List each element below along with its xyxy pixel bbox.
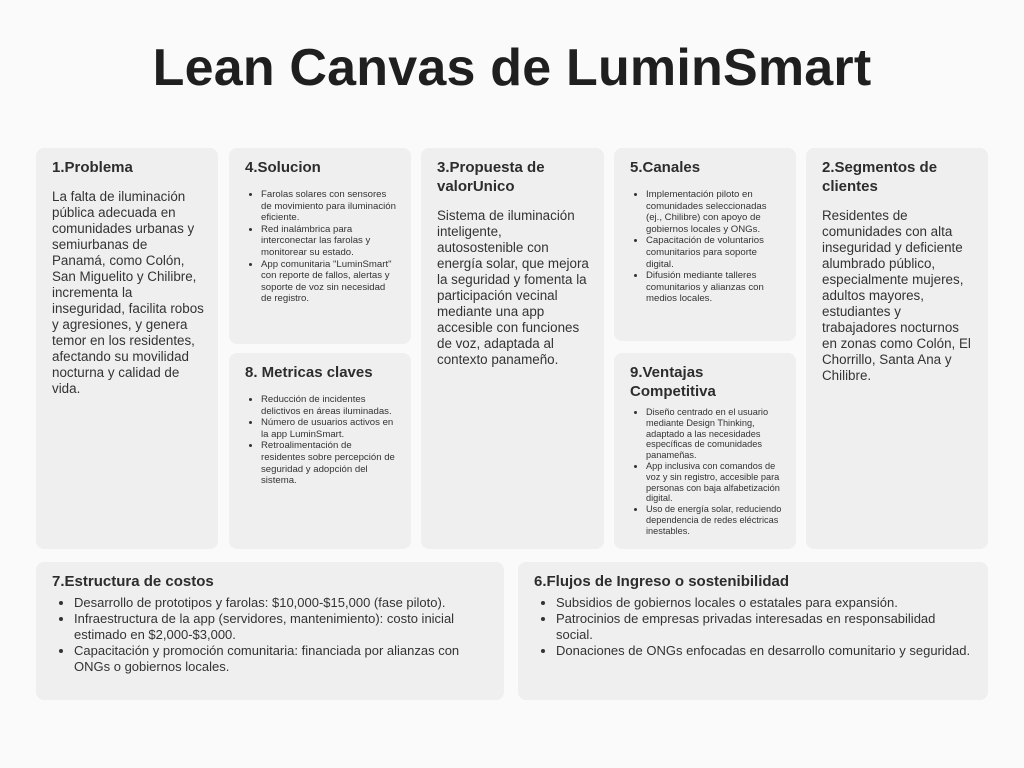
ventajas-heading: 9.Ventajas Competitiva — [630, 364, 716, 400]
ingresos-card: 6.Flujos de Ingreso o sostenibilidad Sub… — [518, 562, 988, 700]
list-item: Número de usuarios activos en la app Lum… — [261, 417, 397, 440]
costos-card: 7.Estructura de costos Desarrollo de pro… — [36, 562, 504, 700]
metricas-list: Reducción de incidentes delictivos en ár… — [245, 394, 397, 487]
list-item: Subsidios de gobiernos locales o estatal… — [556, 595, 974, 611]
problema-text: La falta de iluminación pública adecuada… — [52, 189, 204, 396]
canales-list: Implementación piloto en comunidades sel… — [630, 189, 782, 305]
problema-heading: 1.Problema — [52, 159, 133, 176]
list-item: App comunitaria "LuminSmart" con reporte… — [261, 259, 397, 305]
list-item: Donaciones de ONGs enfocadas en desarrol… — [556, 643, 974, 659]
canales-heading: 5.Canales — [630, 159, 701, 176]
list-item: Difusión mediante talleres comunitarios … — [646, 270, 782, 305]
segmentos-card: 2.Segmentos de clientes Residentes de co… — [806, 148, 988, 549]
list-item: Reducción de incidentes delictivos en ár… — [261, 394, 397, 417]
ingresos-list: Subsidios de gobiernos locales o estatal… — [534, 595, 974, 659]
list-item: Desarrollo de prototipos y farolas: $10,… — [74, 595, 490, 611]
segmentos-text: Residentes de comunidades con alta inseg… — [822, 208, 971, 383]
costos-heading: 7.Estructura de costos — [52, 573, 214, 590]
metricas-card: 8. Metricas claves Reducción de incident… — [229, 353, 411, 549]
segmentos-heading: 2.Segmentos de clientes — [822, 159, 938, 195]
ingresos-heading: 6.Flujos de Ingreso o sostenibilidad — [534, 573, 790, 590]
problema-card: 1.Problema La falta de iluminación públi… — [36, 148, 218, 549]
propuesta-card: 3.Propuesta de valorUnico Sistema de ilu… — [421, 148, 604, 549]
propuesta-text: Sistema de iluminación inteligente, auto… — [437, 208, 589, 367]
list-item: App inclusiva con comandos de voz y sin … — [646, 461, 782, 504]
list-item: Implementación piloto en comunidades sel… — [646, 189, 782, 235]
metricas-heading: 8. Metricas claves — [245, 364, 373, 381]
list-item: Capacitación de voluntarios comunitarios… — [646, 235, 782, 270]
list-item: Capacitación y promoción comunitaria: fi… — [74, 643, 490, 675]
propuesta-heading: 3.Propuesta de valorUnico — [437, 159, 545, 195]
ventajas-card: 9.Ventajas Competitiva Diseño centrado e… — [614, 353, 796, 549]
solucion-list: Farolas solares con sensores de movimien… — [245, 189, 397, 305]
costos-list: Desarrollo de prototipos y farolas: $10,… — [52, 595, 490, 675]
ventajas-list: Diseño centrado en el usuario mediante D… — [630, 407, 782, 537]
solucion-card: 4.Solucion Farolas solares con sensores … — [229, 148, 411, 344]
solucion-heading: 4.Solucion — [245, 159, 321, 176]
page-title: Lean Canvas de LuminSmart — [152, 39, 872, 97]
list-item: Farolas solares con sensores de movimien… — [261, 189, 397, 224]
list-item: Patrocinios de empresas privadas interes… — [556, 611, 974, 643]
list-item: Infraestructura de la app (servidores, m… — [74, 611, 490, 643]
list-item: Diseño centrado en el usuario mediante D… — [646, 407, 782, 461]
list-item: Red inalámbrica para interconectar las f… — [261, 224, 397, 259]
list-item: Uso de energía solar, reduciendo depende… — [646, 504, 782, 536]
canales-card: 5.Canales Implementación piloto en comun… — [614, 148, 796, 341]
list-item: Retroalimentación de residentes sobre pe… — [261, 440, 397, 486]
